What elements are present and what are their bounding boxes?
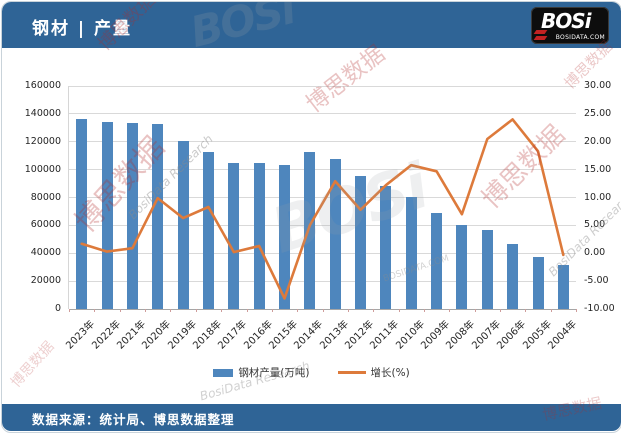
bar — [380, 186, 392, 309]
y-axis-label-left: 100000 — [24, 163, 61, 175]
gridline — [69, 281, 576, 282]
x-axis-tick — [322, 309, 324, 312]
x-axis-tick — [221, 309, 223, 312]
logo-slash-icon — [533, 36, 548, 40]
bar — [253, 163, 265, 309]
bar — [329, 159, 341, 309]
x-axis-tick — [119, 309, 121, 312]
header-bar: 钢材 | 产量 BOSi BOSIDATA.COM — [2, 2, 621, 48]
y-axis-label-left: 120000 — [24, 135, 61, 147]
bar — [507, 244, 519, 309]
y-axis-label-left: 60000 — [30, 219, 61, 231]
y-axis-label-left: 40000 — [30, 247, 61, 259]
y-axis-label-right: 15.00 — [584, 163, 612, 175]
y-axis-label-left: 0 — [54, 303, 61, 314]
bar — [532, 257, 544, 309]
gridline — [69, 197, 576, 198]
watermark-red: 博思数据 — [8, 338, 58, 391]
x-axis-tick — [500, 309, 501, 312]
gridline — [69, 169, 576, 170]
bar — [126, 123, 138, 309]
x-axis-tick — [94, 309, 96, 312]
gridline — [69, 253, 576, 254]
bar — [355, 176, 366, 309]
bosi-logo: BOSi BOSIDATA.COM — [531, 7, 609, 44]
x-axis-tick — [423, 309, 425, 312]
x-axis-tick — [474, 309, 476, 312]
x-axis-tick — [373, 309, 375, 312]
bar — [431, 213, 443, 309]
y-axis-label-right: 5.00 — [584, 219, 606, 231]
x-axis-tick — [246, 309, 248, 312]
y-axis-label-right: -10.00 — [584, 303, 615, 314]
y-axis-label-left: 80000 — [30, 191, 61, 203]
bar — [202, 152, 214, 309]
legend-item-growth: 增长(%) — [337, 365, 410, 380]
y-axis-label-right: 30.00 — [584, 80, 612, 91]
y-axis-label-left: 140000 — [24, 107, 61, 119]
y-axis-label-right: 0.00 — [584, 247, 606, 259]
bar — [152, 124, 164, 309]
legend-label-production: 钢材产量(万吨) — [238, 367, 310, 379]
gridline — [69, 113, 576, 114]
y-axis-label-right: -5.00 — [584, 275, 609, 287]
x-axis-tick — [145, 309, 147, 312]
bar — [557, 265, 569, 309]
plot-area: 0 -10.00 20000 -5.00 40000 0.00 60000 5.00 80000… — [25, 80, 615, 352]
x-axis-tick — [69, 309, 70, 312]
x-axis-tick — [525, 309, 527, 312]
x-axis-tick — [297, 309, 299, 312]
legend-bar-swatch-icon — [213, 368, 234, 377]
gridline — [69, 141, 576, 142]
x-axis-tick — [271, 309, 273, 312]
legend-label-growth: 增长(%) — [370, 367, 410, 379]
legend-item-production: 钢材产量(万吨) — [213, 365, 310, 380]
x-axis-tick — [398, 309, 400, 312]
chart-legend: 钢材产量(万吨) 增长(%) — [2, 365, 621, 380]
x-axis-tick — [576, 309, 577, 312]
bar — [177, 141, 189, 309]
bosi-logo-text: BOSi — [541, 9, 592, 33]
bar — [228, 163, 240, 309]
y-axis-label-right: 25.00 — [584, 107, 612, 119]
growth-line — [80, 118, 565, 300]
x-axis-tick — [347, 309, 349, 312]
page-title: 钢材 | 产量 — [32, 19, 133, 39]
logo-slash-icon — [533, 30, 548, 34]
bar — [481, 230, 493, 309]
data-source-text: 数据来源：统计局、博思数据整理 — [32, 412, 235, 427]
legend-line-swatch-icon — [337, 371, 366, 374]
bar — [304, 152, 316, 309]
x-axis-tick — [195, 309, 197, 312]
y-axis-label-left: 160000 — [24, 80, 61, 91]
gridline — [69, 225, 576, 226]
y-axis-label-right: 20.00 — [584, 135, 612, 147]
gridline — [69, 86, 576, 87]
y-axis-label-right: 10.00 — [584, 191, 612, 203]
bar — [456, 225, 468, 309]
x-axis-tick — [550, 309, 552, 312]
growth-line-layer — [80, 118, 565, 300]
y-axis-label-left: 20000 — [30, 275, 61, 287]
bosi-logo-domain: BOSIDATA.COM — [555, 34, 605, 41]
bar — [101, 122, 113, 309]
bar — [76, 119, 88, 309]
bar — [279, 165, 290, 309]
x-axis-tick — [170, 309, 172, 312]
footer-bar: 数据来源：统计局、博思数据整理 — [2, 404, 621, 431]
x-axis-tick — [449, 309, 451, 312]
bar — [405, 197, 417, 309]
